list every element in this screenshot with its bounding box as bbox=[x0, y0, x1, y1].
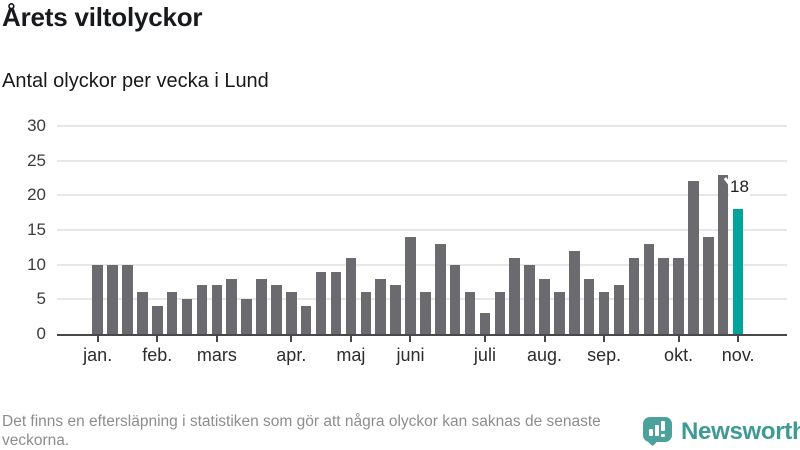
x-axis-tick bbox=[677, 336, 680, 342]
bar-week-23 bbox=[420, 292, 431, 334]
bar-week-30 bbox=[524, 264, 535, 334]
x-axis-month-label: okt. bbox=[664, 345, 694, 365]
bar-week-25 bbox=[449, 264, 461, 334]
x-axis-month-label: mars bbox=[196, 345, 237, 365]
x-axis-tick bbox=[483, 336, 486, 342]
gridline-25 bbox=[57, 159, 787, 162]
newsworthy-logo[interactable]: Newsworthy bbox=[643, 415, 800, 450]
x-axis-month-label: apr. bbox=[276, 345, 307, 365]
y-axis-tick-label: 15 bbox=[27, 220, 46, 240]
bar-week-8 bbox=[196, 285, 208, 334]
bar-week-33 bbox=[569, 250, 580, 334]
bar-week-13 bbox=[271, 285, 282, 334]
x-axis-tick bbox=[96, 336, 99, 342]
y-axis-tick-label: 10 bbox=[27, 254, 46, 274]
page-title: Årets viltolyckor bbox=[2, 2, 203, 32]
bar-week-26 bbox=[464, 292, 476, 334]
bar-week-9 bbox=[211, 285, 223, 334]
bar-week-12 bbox=[256, 278, 267, 334]
newsworthy-wordmark: Newsworthy bbox=[681, 418, 800, 445]
x-axis-tick bbox=[737, 336, 740, 342]
bar-week-42 bbox=[703, 236, 714, 334]
bar-week-17 bbox=[330, 271, 342, 334]
bar-week-16 bbox=[315, 271, 327, 334]
bar-week-15 bbox=[300, 306, 312, 334]
footnote-text: Det finns en eftersläpning i statistiken… bbox=[2, 413, 601, 449]
y-axis-tick-label: 30 bbox=[27, 116, 46, 136]
x-axis-month-label: nov. bbox=[721, 345, 755, 365]
gridline-20 bbox=[57, 194, 787, 197]
bar-week-22 bbox=[405, 236, 416, 334]
bar-week-18 bbox=[345, 257, 357, 334]
bar-week-20 bbox=[375, 278, 386, 334]
bar-week-1 bbox=[92, 264, 103, 334]
bar-week-21 bbox=[390, 285, 401, 334]
highlight-value-label: 18 bbox=[729, 177, 750, 196]
bar-chart: 0 5 10 15 20 25 30 jan. feb. mars apr. maj juni juli a… bbox=[27, 116, 787, 365]
bar-week-3 bbox=[122, 264, 133, 334]
x-axis-tick bbox=[215, 336, 218, 342]
y-axis-tick-label: 5 bbox=[36, 289, 46, 309]
x-axis-month-label: feb. bbox=[142, 345, 173, 365]
x-axis-month-label: jan. bbox=[83, 345, 113, 365]
x-axis-tick bbox=[156, 336, 159, 342]
bar-week-29 bbox=[509, 257, 520, 334]
bar-week-10 bbox=[226, 278, 237, 334]
bar-week-24 bbox=[435, 243, 446, 334]
bar-week-41 bbox=[688, 181, 699, 334]
bar-week-14 bbox=[286, 292, 297, 334]
bar-week-32 bbox=[554, 292, 565, 334]
bar-week-43 bbox=[717, 174, 729, 334]
bar-week-highlighted bbox=[732, 209, 744, 334]
gridline-15 bbox=[57, 229, 787, 232]
bar-week-5 bbox=[152, 306, 163, 334]
x-axis-month-label: aug. bbox=[526, 345, 563, 365]
y-axis-tick-label: 0 bbox=[36, 324, 46, 343]
x-axis-tick bbox=[409, 336, 412, 342]
x-axis-line bbox=[57, 334, 787, 336]
bar-week-4 bbox=[137, 292, 148, 334]
bar-week-19 bbox=[360, 292, 372, 334]
bar-week-7 bbox=[181, 299, 193, 334]
bar-week-38 bbox=[643, 243, 655, 334]
x-axis-month-label: juli bbox=[473, 345, 496, 365]
gridline-30 bbox=[57, 125, 787, 128]
bar-week-28 bbox=[494, 292, 506, 334]
bar-week-11 bbox=[241, 299, 252, 334]
x-axis-tick bbox=[543, 336, 546, 342]
x-axis-month-label: maj bbox=[336, 345, 366, 365]
x-axis-tick bbox=[603, 336, 606, 342]
x-axis-month-label: juni bbox=[396, 345, 425, 365]
y-axis-tick-label: 20 bbox=[27, 185, 46, 205]
bar-week-37 bbox=[628, 257, 640, 334]
x-axis-month-label: sep. bbox=[587, 345, 622, 365]
bar-week-40 bbox=[673, 257, 684, 334]
bar-week-34 bbox=[583, 278, 595, 334]
bar-week-2 bbox=[107, 264, 118, 334]
bar-week-39 bbox=[658, 257, 669, 334]
gridline-10 bbox=[57, 263, 787, 266]
y-axis-tick-label: 25 bbox=[27, 150, 46, 170]
x-axis-tick bbox=[349, 336, 352, 342]
bar-week-27 bbox=[479, 313, 491, 334]
bar-week-36 bbox=[613, 285, 625, 334]
chart-subtitle: Antal olyckor per vecka i Lund bbox=[2, 70, 269, 92]
x-axis-tick bbox=[290, 336, 293, 342]
bar-week-35 bbox=[598, 292, 610, 334]
bar-week-31 bbox=[539, 278, 550, 334]
bar-week-6 bbox=[166, 292, 178, 334]
